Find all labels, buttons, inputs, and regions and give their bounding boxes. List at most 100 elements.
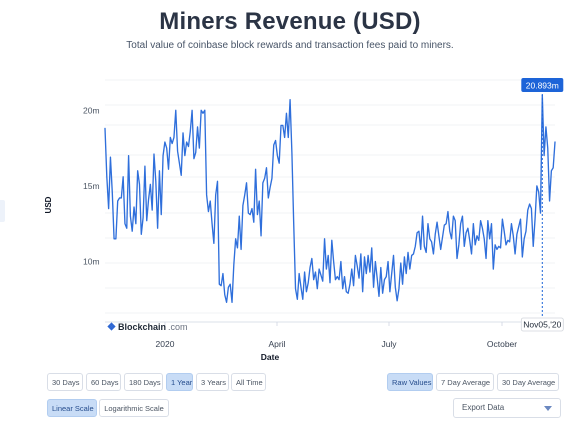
- data-point[interactable]: [434, 233, 436, 235]
- data-point[interactable]: [311, 257, 313, 259]
- data-point[interactable]: [481, 227, 483, 229]
- data-point[interactable]: [343, 275, 345, 277]
- data-point[interactable]: [490, 222, 492, 224]
- data-point[interactable]: [298, 272, 300, 274]
- data-point[interactable]: [554, 141, 556, 143]
- data-point[interactable]: [314, 271, 316, 273]
- data-point[interactable]: [376, 277, 378, 279]
- data-point[interactable]: [449, 230, 451, 232]
- data-point[interactable]: [374, 260, 376, 262]
- data-point[interactable]: [171, 142, 173, 144]
- data-point[interactable]: [387, 260, 389, 262]
- chart-area[interactable]: 10m 15m 20m USD 2020 April July October Date 20.8…: [0, 60, 580, 365]
- data-point[interactable]: [263, 177, 265, 179]
- data-point[interactable]: [552, 167, 554, 169]
- data-point[interactable]: [349, 283, 351, 285]
- data-point[interactable]: [519, 218, 521, 220]
- data-point[interactable]: [409, 268, 411, 270]
- range-button-1-year[interactable]: 1 Year: [166, 373, 193, 391]
- data-point[interactable]: [262, 182, 264, 184]
- data-point[interactable]: [470, 253, 472, 255]
- data-point[interactable]: [229, 283, 231, 285]
- data-point[interactable]: [291, 151, 293, 153]
- revenue-chart[interactable]: 10m 15m 20m USD 2020 April July October Date 20.8…: [0, 60, 580, 365]
- data-point[interactable]: [532, 245, 534, 247]
- data-point[interactable]: [430, 241, 432, 243]
- data-point[interactable]: [372, 286, 374, 288]
- data-point[interactable]: [296, 298, 298, 300]
- scale-button-linear[interactable]: Linear Scale: [47, 399, 97, 417]
- data-point[interactable]: [390, 272, 392, 274]
- data-point[interactable]: [274, 139, 276, 141]
- data-point[interactable]: [234, 238, 236, 240]
- data-point[interactable]: [140, 233, 142, 235]
- data-point[interactable]: [316, 288, 318, 290]
- data-point[interactable]: [537, 191, 539, 193]
- data-point[interactable]: [423, 245, 425, 247]
- data-point[interactable]: [503, 230, 505, 232]
- data-point[interactable]: [202, 112, 204, 114]
- data-point[interactable]: [245, 182, 247, 184]
- data-point[interactable]: [479, 219, 481, 221]
- data-point[interactable]: [131, 230, 133, 232]
- data-point[interactable]: [545, 126, 547, 128]
- data-point[interactable]: [149, 183, 151, 185]
- data-point[interactable]: [367, 254, 369, 256]
- data-point[interactable]: [198, 147, 200, 149]
- data-point[interactable]: [187, 145, 189, 147]
- data-point[interactable]: [536, 185, 538, 187]
- data-point[interactable]: [176, 150, 178, 152]
- data-point[interactable]: [238, 215, 240, 217]
- data-point[interactable]: [414, 245, 416, 247]
- data-point[interactable]: [512, 235, 514, 237]
- data-point[interactable]: [456, 257, 458, 259]
- data-point[interactable]: [354, 254, 356, 256]
- data-point[interactable]: [363, 256, 365, 258]
- data-point[interactable]: [213, 242, 215, 244]
- data-point[interactable]: [439, 248, 441, 250]
- data-point[interactable]: [412, 253, 414, 255]
- data-point[interactable]: [447, 210, 449, 212]
- data-point[interactable]: [527, 209, 529, 211]
- data-point[interactable]: [383, 278, 385, 280]
- data-point[interactable]: [173, 136, 175, 138]
- data-point[interactable]: [167, 168, 169, 170]
- data-point[interactable]: [267, 197, 269, 199]
- data-point[interactable]: [256, 213, 258, 215]
- data-point[interactable]: [104, 127, 106, 129]
- data-point[interactable]: [327, 254, 329, 256]
- data-point[interactable]: [220, 285, 222, 287]
- data-point[interactable]: [323, 238, 325, 240]
- data-point[interactable]: [260, 235, 262, 237]
- data-point[interactable]: [441, 236, 443, 238]
- data-point[interactable]: [429, 238, 431, 240]
- data-point[interactable]: [271, 177, 273, 179]
- data-point[interactable]: [195, 151, 197, 153]
- data-point[interactable]: [371, 247, 373, 249]
- data-point[interactable]: [214, 194, 216, 196]
- data-point[interactable]: [107, 207, 109, 209]
- data-point[interactable]: [381, 292, 383, 294]
- data-point[interactable]: [253, 221, 255, 223]
- data-point[interactable]: [400, 262, 402, 264]
- data-point[interactable]: [474, 244, 476, 246]
- data-point[interactable]: [478, 239, 480, 241]
- data-point[interactable]: [494, 244, 496, 246]
- data-point[interactable]: [389, 291, 391, 293]
- range-button-60-days[interactable]: 60 Days: [86, 373, 121, 391]
- data-point[interactable]: [454, 219, 456, 221]
- data-point[interactable]: [278, 162, 280, 164]
- data-point[interactable]: [109, 156, 111, 158]
- data-point[interactable]: [136, 170, 138, 172]
- data-point[interactable]: [142, 216, 144, 218]
- data-point[interactable]: [523, 238, 525, 240]
- data-point[interactable]: [158, 170, 160, 172]
- data-point[interactable]: [550, 170, 552, 172]
- data-point[interactable]: [180, 174, 182, 176]
- data-point[interactable]: [547, 147, 549, 149]
- data-point[interactable]: [405, 272, 407, 274]
- data-point[interactable]: [225, 301, 227, 303]
- data-point[interactable]: [283, 136, 285, 138]
- data-point[interactable]: [499, 247, 501, 249]
- data-point[interactable]: [432, 253, 434, 255]
